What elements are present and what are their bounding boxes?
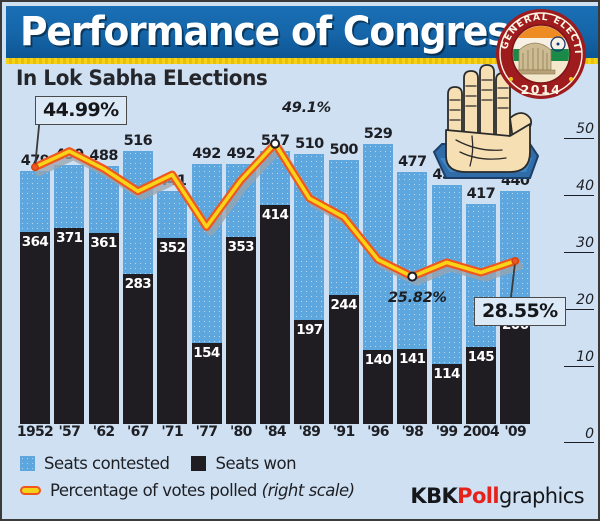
credit-brand: KBK — [410, 484, 458, 508]
bar-seats-won — [328, 295, 359, 424]
bar-label-won: 352 — [158, 239, 186, 256]
right-axis-tick-10: 10 — [564, 349, 594, 367]
bar-seats-won — [260, 205, 291, 424]
chart-subtitle: In Lok Sabha ELections — [16, 66, 268, 90]
bar-label-contested: 516 — [123, 133, 153, 150]
x-axis-label: 2004 — [462, 424, 500, 440]
seal-year: 2014 — [521, 82, 562, 97]
bar-seats-won — [500, 315, 531, 424]
bar-label-won: 283 — [124, 276, 152, 293]
bar-label-won: 197 — [296, 321, 323, 338]
right-axis-tick-50: 50 — [564, 121, 594, 139]
x-axis-label: '91 — [332, 424, 355, 440]
legend-line-note: (right scale) — [261, 481, 355, 500]
title-bar: Performance of Congress — [6, 6, 598, 58]
bar-label-won: 140 — [364, 352, 392, 368]
x-axis-label: '80 — [229, 424, 252, 440]
bar-seats-won — [294, 319, 325, 424]
bar-label-won: 154 — [193, 344, 220, 361]
bar-seats-won — [431, 363, 462, 424]
bar-seats-won — [54, 227, 85, 424]
bar-seats-won — [122, 274, 153, 424]
x-axis-label: '89 — [298, 424, 321, 440]
bar-label-won: 414 — [261, 207, 289, 224]
legend-swatch-won — [191, 456, 207, 471]
bar-seats-won — [20, 231, 50, 424]
x-axis-label: 1952 — [16, 424, 54, 440]
x-axis: 0 1952'57 '62 '67 '71 '77 '80 '84 '89 '91 '96 '98 '… — [6, 424, 598, 446]
yellow-divider — [6, 58, 598, 64]
bar-label-contested: 488 — [89, 148, 118, 165]
x-axis-label: '99 — [435, 424, 458, 440]
x-axis-label: '84 — [264, 424, 286, 440]
bar-label-contested: 529 — [363, 126, 393, 143]
bar-seats-won — [397, 349, 428, 424]
bar-seats-won — [157, 237, 188, 424]
bar-label-contested: 500 — [329, 141, 358, 158]
annotation-peak-pct: 49.1% — [282, 100, 331, 116]
legend-label-won: Seats won — [215, 454, 297, 473]
bar-seats-won — [363, 350, 393, 424]
bar-label-won: 244 — [330, 297, 357, 314]
right-axis-tick-0: 0 — [564, 426, 594, 443]
right-axis-tick-30: 30 — [564, 235, 594, 253]
callout-last-pct: 28.55% — [474, 297, 566, 326]
legend-swatch-contested — [20, 456, 35, 471]
legend-swatch-line — [20, 486, 41, 495]
x-axis-label: '77 — [195, 424, 218, 440]
x-axis-label: '57 — [58, 424, 81, 440]
general-elections-seal-icon: GENERAL ELECTIONS 2014 — [495, 8, 586, 99]
credit-highlight: Poll — [457, 484, 499, 508]
bar-label-won: 141 — [399, 351, 426, 368]
bar-label-won: 371 — [56, 229, 83, 246]
legend-line-main: Percentage of votes polled — [50, 481, 257, 500]
page-title: Performance of Congress — [20, 9, 531, 55]
legend-label-line: Percentage of votes polled (right scale) — [50, 481, 355, 500]
x-axis-label: '09 — [504, 424, 527, 440]
x-axis-label: '62 — [92, 424, 115, 440]
bar-seats-won — [191, 342, 222, 424]
bar-label-won: 364 — [21, 233, 49, 250]
bar-label-won: 114 — [433, 365, 460, 382]
legend-row-bars: Seats contested Seats won — [20, 454, 297, 473]
x-axis-label: '96 — [367, 424, 389, 440]
credit-suffix: graphics — [499, 484, 585, 508]
x-axis-label: '71 — [161, 424, 184, 440]
chart-plot-area: 479 364 490 371 488 361 516 283 441 352 492 154 492 3… — [6, 94, 598, 424]
bar-label-won: 353 — [227, 239, 255, 256]
right-axis-tick-40: 40 — [564, 178, 594, 196]
legend-label-contested: Seats contested — [44, 454, 170, 473]
annotation-low-pct: 25.82% — [388, 290, 447, 306]
bar-label-contested: 441 — [157, 172, 187, 189]
legend: Seats contested Seats won Percentage of … — [6, 450, 598, 519]
bar-label-won: 361 — [90, 235, 117, 252]
callout-first-pct: 44.99% — [35, 96, 127, 125]
bar-seats-won — [465, 347, 496, 424]
bar-seats-won — [225, 237, 256, 424]
legend-row-line: Percentage of votes polled (right scale) — [20, 481, 355, 500]
right-axis-tick-20: 20 — [564, 292, 594, 310]
bar-label-won: 145 — [467, 349, 495, 366]
bar-seats-won — [88, 233, 119, 424]
x-axis-label: '67 — [127, 424, 149, 440]
x-axis-label: '98 — [401, 424, 424, 440]
credit-kbk-pollgraphics: KBKPollgraphics — [410, 484, 584, 508]
